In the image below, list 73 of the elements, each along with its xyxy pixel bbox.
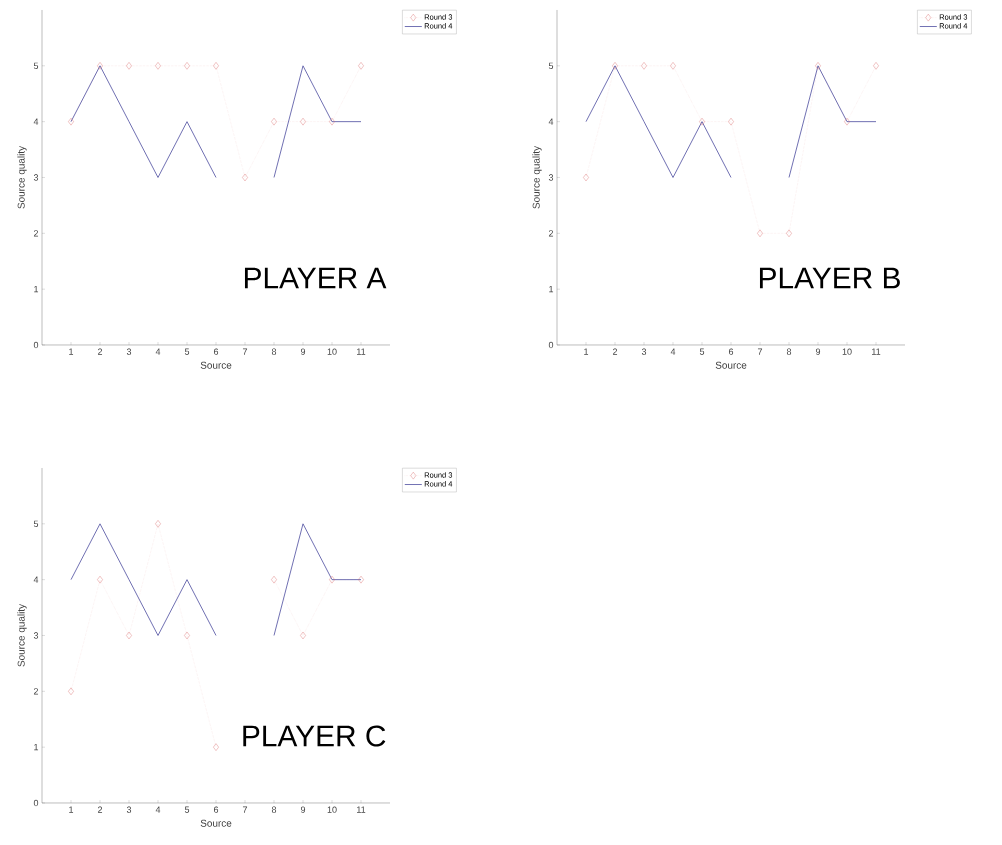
x-tick-label: 6 <box>728 348 734 355</box>
y-tick-label: 1 <box>34 744 39 751</box>
point <box>873 62 879 70</box>
y-axis-title: Source quality <box>17 603 27 667</box>
x-tick-label: 3 <box>126 806 132 813</box>
x-tick-label: 8 <box>271 348 277 355</box>
y-tick-label: 0 <box>548 341 554 349</box>
x-tick-label: 2 <box>97 348 103 355</box>
x-tick-label: 6 <box>213 806 219 813</box>
point <box>213 62 219 70</box>
annotation: PLAYER C <box>243 725 386 747</box>
x-tick-label: 10 <box>327 806 337 813</box>
annotation: PLAYER B <box>759 267 900 289</box>
y-tick-label: 1 <box>549 286 554 293</box>
x-tick-label: 11 <box>872 348 881 355</box>
point <box>155 520 161 528</box>
x-tick-label: 5 <box>699 348 705 355</box>
x-tick-label: 4 <box>670 348 676 355</box>
x-tick-label: 3 <box>126 348 132 355</box>
point <box>358 62 364 70</box>
x-tick-label: 1 <box>69 806 74 813</box>
x-tick-label: 8 <box>271 806 277 813</box>
x-axis-title: Source <box>715 361 747 369</box>
x-tick-label: 10 <box>327 348 337 355</box>
x-tick-label: 5 <box>184 348 190 355</box>
x-tick-label: 4 <box>155 348 161 355</box>
x-tick-label: 5 <box>184 806 190 813</box>
x-axis-title: Source <box>200 361 232 369</box>
y-tick-label: 3 <box>33 632 39 639</box>
y-axis-title: Source quality <box>532 145 542 209</box>
point <box>641 62 647 70</box>
x-tick-label: 11 <box>357 348 366 355</box>
x-tick-label: 1 <box>584 348 589 355</box>
y-tick-label: 4 <box>33 118 39 125</box>
point <box>126 62 132 70</box>
x-tick-label: 2 <box>97 806 103 813</box>
y-axis-title: Source quality <box>17 145 27 209</box>
y-tick-label: 3 <box>548 174 554 181</box>
x-tick-label: 9 <box>300 806 306 813</box>
y-tick-label: 0 <box>33 799 39 807</box>
point <box>97 62 103 70</box>
x-tick-label: 11 <box>357 806 366 813</box>
point <box>155 62 161 70</box>
y-tick-label: 2 <box>33 230 39 237</box>
x-tick-label: 7 <box>242 348 248 355</box>
point <box>184 62 190 70</box>
y-tick-label: 5 <box>33 62 39 69</box>
point <box>815 62 821 70</box>
x-tick-label: 9 <box>300 348 306 355</box>
x-tick-label: 10 <box>842 348 852 355</box>
point <box>213 743 219 751</box>
x-tick-label: 7 <box>242 806 248 813</box>
x-tick-label: 2 <box>612 348 618 355</box>
y-tick-label: 3 <box>33 174 39 181</box>
y-tick-label: 1 <box>34 286 39 293</box>
x-axis-title: Source <box>200 819 232 827</box>
point <box>670 62 676 70</box>
x-tick-label: 4 <box>155 806 161 813</box>
y-tick-label: 5 <box>33 520 39 527</box>
x-tick-label: 9 <box>815 348 821 355</box>
y-tick-label: 4 <box>548 118 554 125</box>
y-tick-label: 2 <box>33 688 39 695</box>
y-tick-label: 0 <box>33 341 39 349</box>
x-tick-label: 1 <box>69 348 74 355</box>
y-tick-label: 5 <box>548 62 554 69</box>
x-tick-label: 7 <box>757 348 763 355</box>
x-tick-label: 8 <box>786 348 792 355</box>
x-tick-label: 3 <box>641 348 647 355</box>
annotation: PLAYER A <box>244 267 387 289</box>
y-tick-label: 4 <box>33 576 39 583</box>
y-tick-label: 2 <box>548 230 554 237</box>
point <box>612 62 618 70</box>
x-tick-label: 6 <box>213 348 219 355</box>
